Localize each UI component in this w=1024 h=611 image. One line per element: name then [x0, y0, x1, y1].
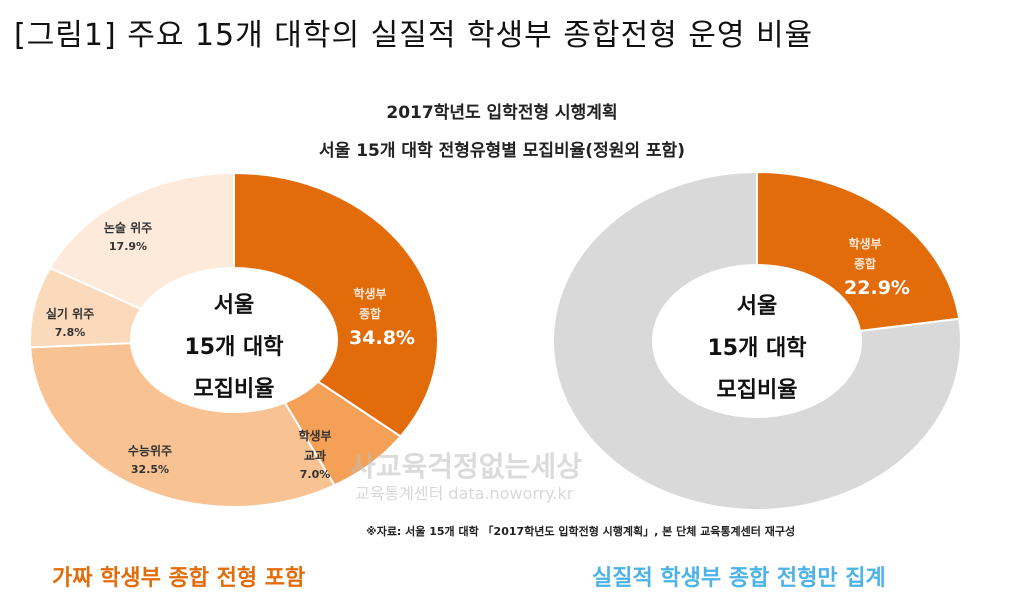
slice-value-label: 32.5% [131, 463, 169, 476]
slice-value-label: 22.9% [844, 277, 910, 299]
center-label: 모집비율 [194, 377, 275, 402]
slice-label: 수능위주 [128, 444, 172, 458]
slice-label: 학생부 [353, 286, 386, 301]
slice-label: 논술 위주 [104, 221, 152, 235]
slice-label: 학생부 [298, 428, 331, 443]
source-note: ※자료: 서울 15개 대학 「2017학년도 입학전형 시행계획」, 본 단체… [366, 525, 796, 538]
slice-value-label: 7.8% [55, 326, 86, 339]
caption-left: 가짜 학생부 종합 전형 포함 [52, 566, 306, 591]
slice-value-label: 34.8% [349, 327, 415, 349]
slice-label: 종합 [359, 306, 381, 321]
donut-slice [756, 170, 961, 333]
slice-label: 종합 [854, 256, 876, 271]
slice-label: 실기 위주 [46, 306, 94, 321]
donut-slice [233, 171, 439, 438]
watermark: 사교육걱정없는세상 [350, 450, 582, 483]
chart-title-line1: 2017학년도 입학전형 시행계획 [386, 103, 618, 123]
slice-label: 교과 [304, 448, 326, 463]
donut-slice [552, 170, 962, 511]
slice-label: 학생부 [848, 236, 881, 251]
chart-title-line2: 서울 15개 대학 전형유형별 모집비율(정원외 포함) [319, 141, 685, 161]
donut-slice [48, 171, 235, 311]
center-label: 15개 대학 [708, 336, 807, 361]
watermark-url: 교육통계센터 data.noworry.kr [355, 484, 574, 503]
caption-right: 실질적 학생부 종합 전형만 집계 [592, 566, 886, 591]
slice-value-label: 7.0% [300, 468, 331, 481]
center-label: 서울 [737, 294, 777, 319]
figure-title: [그림1] 주요 15개 대학의 실질적 학생부 종합전형 운영 비율 [14, 18, 814, 53]
center-label: 모집비율 [717, 378, 798, 403]
slice-value-label: 17.9% [109, 240, 147, 253]
center-label: 서울 [214, 293, 254, 318]
center-label: 15개 대학 [185, 335, 284, 360]
donut-slice [29, 342, 336, 508]
